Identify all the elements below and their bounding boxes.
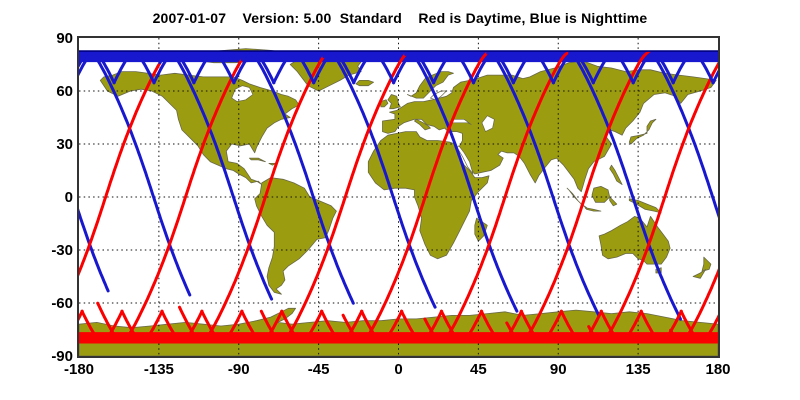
nighttime-track [650, 52, 718, 219]
trough-arc [80, 309, 124, 343]
nighttime-track [158, 51, 274, 301]
daytime-track [587, 61, 718, 343]
crest-arc [511, 51, 555, 85]
plot-frame [77, 36, 720, 358]
land-java [584, 207, 602, 212]
land-north-america [99, 71, 300, 185]
nighttime-track [404, 51, 519, 313]
trough-arc [280, 309, 324, 343]
crest-arc [232, 51, 276, 85]
land-africa [367, 131, 490, 260]
y-tick-label--90: -90 [51, 348, 73, 365]
land-sulawesi [609, 196, 618, 207]
land-new-guinea [628, 198, 662, 214]
nighttime-track [79, 51, 192, 297]
trough-arc [360, 309, 404, 343]
crest-arc [471, 51, 515, 85]
y-tick-label-90: 90 [56, 30, 73, 47]
crest-arc [631, 51, 675, 85]
crest-arc [272, 51, 316, 85]
water-red-sea [456, 145, 474, 175]
y-axis-labels: 90 60 30 0 -30 -60 -90 [51, 30, 73, 365]
trough-arc [439, 309, 484, 343]
land-hispaniola [268, 163, 277, 166]
crest-arc [52, 53, 74, 83]
x-tick-label-135: 135 [626, 361, 651, 378]
daytime-track [669, 268, 718, 343]
nighttime-track [568, 51, 682, 321]
crest-arc [671, 51, 715, 85]
y-tick-label--30: -30 [51, 242, 73, 259]
crest-arc [392, 51, 436, 85]
y-tick-label-30: 30 [56, 136, 73, 153]
water-layer [231, 85, 495, 175]
crest-arc [152, 51, 196, 85]
trough-arc [240, 309, 284, 343]
x-tick-label-90: 90 [550, 361, 567, 378]
x-tick-label-0: 0 [394, 361, 402, 378]
crest-arc [352, 51, 396, 85]
crest-arc [112, 51, 156, 85]
nighttime-track [486, 51, 601, 317]
trough-arc [160, 309, 204, 343]
x-tick-label--135: -135 [144, 361, 174, 378]
map-layers [52, 38, 745, 356]
nighttime-track [322, 51, 437, 309]
trough-arc [320, 309, 364, 343]
daytime-track [423, 51, 572, 343]
trough-arc [721, 311, 745, 341]
x-axis-labels: -180 -135 -90 -45 0 45 90 135 180 [64, 361, 731, 378]
crest-arc [591, 51, 635, 85]
x-tick-label--45: -45 [308, 361, 330, 378]
nighttime-track [79, 208, 110, 293]
daytime-track [178, 55, 326, 343]
trough-arc [639, 309, 683, 343]
land-borneo [591, 186, 611, 203]
crest-arc [711, 69, 718, 85]
land-iceland [355, 80, 374, 87]
nighttime-track [240, 51, 355, 305]
daytime-track [505, 51, 653, 343]
land-italy [414, 118, 431, 131]
ground-tracks [52, 51, 745, 343]
trough-arc [519, 309, 563, 343]
daytime-track [96, 58, 244, 343]
figure-title: 2007-01-07 Version: 5.00 Standard Red is… [152, 10, 648, 26]
y-tick-label-60: 60 [56, 83, 73, 100]
grid-layer [79, 38, 718, 356]
crest-arc [79, 51, 116, 85]
crest-arc [551, 51, 595, 85]
daytime-track [79, 61, 162, 277]
trough-arc [479, 309, 523, 343]
trough-arc [559, 309, 603, 343]
land-new-zealand-south [692, 269, 706, 279]
trough-arc [120, 309, 164, 343]
land-new-zealand-north [701, 256, 712, 272]
land-philippines [609, 164, 623, 185]
trough-arc [679, 309, 718, 343]
trough-arc [599, 309, 643, 343]
y-tick-label--60: -60 [51, 295, 73, 312]
x-tick-label-180: 180 [705, 361, 730, 378]
nighttime-track [733, 56, 743, 73]
daytime-track [259, 52, 408, 343]
x-tick-label--90: -90 [228, 361, 250, 378]
trough-arc [200, 309, 244, 343]
x-tick-label-45: 45 [470, 361, 487, 378]
crest-arc [432, 51, 476, 85]
water-caspian-sea [481, 115, 495, 132]
water-hudson-bay [231, 85, 254, 102]
land-cuba [249, 157, 266, 163]
trough-arc [400, 309, 444, 343]
land-japan [628, 118, 657, 145]
land-great-britain [387, 94, 401, 110]
crest-arc [192, 51, 236, 85]
crest-arc [312, 51, 356, 85]
y-tick-label-0: 0 [65, 189, 73, 206]
x-tick-label--180: -180 [64, 361, 94, 378]
